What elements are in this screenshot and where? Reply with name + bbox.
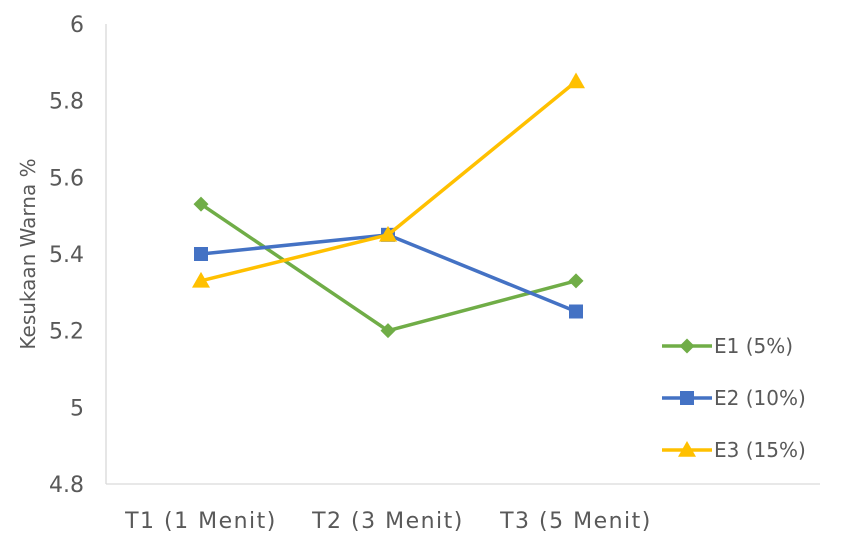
data-point bbox=[193, 196, 209, 212]
legend-marker bbox=[679, 338, 695, 354]
x-tick-label: T2 (3 Menit) bbox=[311, 509, 464, 534]
data-point bbox=[192, 271, 210, 288]
y-tick-label: 6 bbox=[70, 13, 84, 38]
y-tick-label: 5.8 bbox=[49, 90, 84, 115]
legend-item: E2 (10%) bbox=[662, 386, 806, 410]
series-3 bbox=[192, 72, 585, 288]
y-tick-label: 5.2 bbox=[49, 320, 84, 345]
y-tick-label: 4.8 bbox=[49, 473, 84, 498]
chart-axes bbox=[105, 24, 820, 485]
legend: E1 (5%) E2 (10%) E3 (15%) bbox=[662, 334, 806, 462]
x-tick-label: T1 (1 Menit) bbox=[124, 509, 277, 534]
series-line bbox=[199, 233, 578, 314]
series-line bbox=[199, 79, 578, 283]
legend-label: E1 (5%) bbox=[714, 334, 793, 358]
legend-marker bbox=[678, 441, 696, 457]
series-layer bbox=[192, 72, 585, 339]
legend-label: E3 (15%) bbox=[714, 438, 806, 462]
data-point bbox=[568, 273, 584, 289]
legend-item: E3 (15%) bbox=[662, 438, 806, 462]
y-axis-title: Kesukaan Warna % bbox=[16, 158, 40, 349]
y-tick-label: 5.6 bbox=[49, 166, 84, 191]
y-tick-label: 5.4 bbox=[49, 243, 84, 268]
data-point bbox=[567, 72, 585, 89]
x-tick-label: T3 (5 Menit) bbox=[499, 509, 652, 534]
data-point bbox=[379, 225, 397, 242]
legend-marker bbox=[680, 391, 694, 405]
data-point bbox=[569, 304, 583, 319]
data-point bbox=[194, 247, 208, 261]
y-tick-label: 5 bbox=[70, 396, 84, 421]
data-point bbox=[380, 323, 396, 339]
y-axis-ticks: 4.8 5 5.2 5.4 5.6 5.8 6 bbox=[49, 13, 84, 498]
x-axis-ticks: T1 (1 Menit) T2 (3 Menit) T3 (5 Menit) bbox=[124, 509, 652, 534]
legend-label: E2 (10%) bbox=[714, 386, 806, 410]
legend-item: E1 (5%) bbox=[662, 334, 793, 358]
